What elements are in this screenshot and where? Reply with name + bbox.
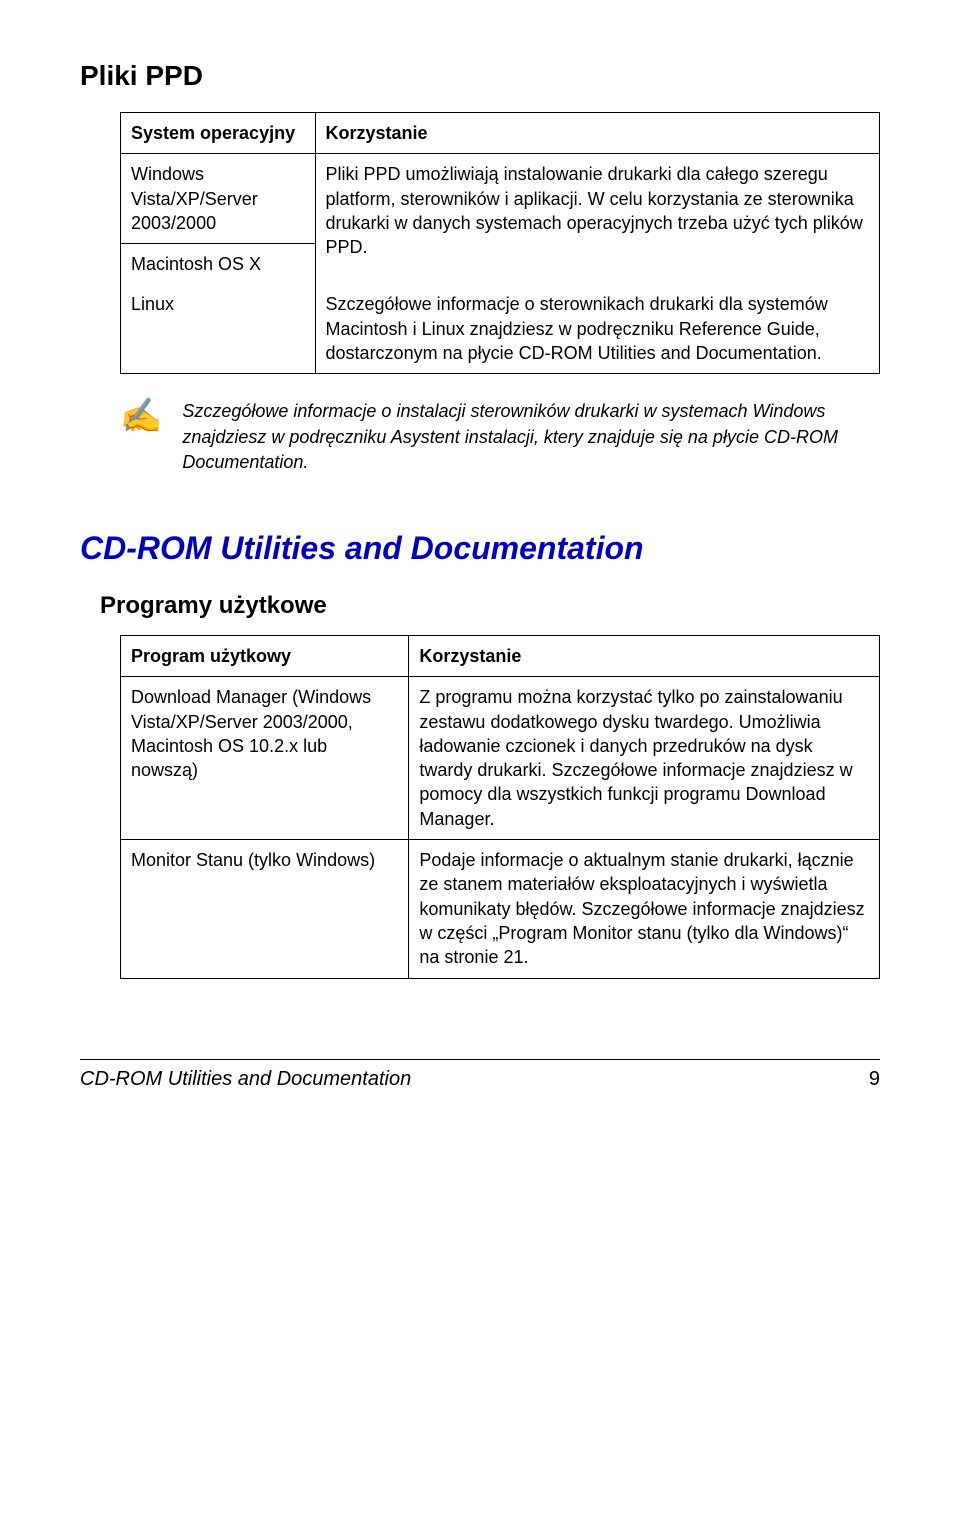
note-icon: ✍ — [120, 399, 162, 433]
section-1-title: Pliki PPD — [80, 60, 880, 92]
page-footer: CD-ROM Utilities and Documentation 9 — [80, 1059, 880, 1091]
section-2-subtitle: Programy użytkowe — [100, 592, 880, 620]
th-program: Program użytkowy — [121, 635, 409, 676]
td-usage-1: Podaje informacje o aktualnym stanie dru… — [409, 840, 880, 978]
table-row: Windows Vista/XP/Server 2003/2000 Pliki … — [121, 154, 880, 244]
table-row: System operacyjny Korzystanie — [121, 113, 880, 154]
section-2-title: CD-ROM Utilities and Documentation — [80, 530, 880, 567]
note-block: ✍ Szczegółowe informacje o instalacji st… — [120, 399, 880, 475]
table-row: Monitor Stanu (tylko Windows) Podaje inf… — [121, 840, 880, 978]
td-system-2: Linux — [121, 284, 316, 373]
th-usage: Korzystanie — [409, 635, 880, 676]
td-usage-0: Z programu można korzystać tylko po zain… — [409, 677, 880, 840]
table-row: Download Manager (Windows Vista/XP/Serve… — [121, 677, 880, 840]
td-system-0: Windows Vista/XP/Server 2003/2000 — [121, 154, 316, 244]
table-row: Program użytkowy Korzystanie — [121, 635, 880, 676]
th-usage: Korzystanie — [315, 113, 879, 154]
footer-right: 9 — [869, 1068, 880, 1091]
table-utilities: Program użytkowy Korzystanie Download Ma… — [120, 635, 880, 979]
td-system-1: Macintosh OS X — [121, 244, 316, 285]
note-text: Szczegółowe informacje o instalacji ster… — [182, 399, 880, 475]
footer-left: CD-ROM Utilities and Documentation — [80, 1068, 411, 1091]
td-program-0: Download Manager (Windows Vista/XP/Serve… — [121, 677, 409, 840]
td-program-1: Monitor Stanu (tylko Windows) — [121, 840, 409, 978]
td-usage-bottom: Szczegółowe informacje o sterownikach dr… — [315, 284, 879, 373]
table-ppd: System operacyjny Korzystanie Windows Vi… — [120, 112, 880, 374]
th-system: System operacyjny — [121, 113, 316, 154]
td-usage-top: Pliki PPD umożliwiają instalowanie druka… — [315, 154, 879, 285]
